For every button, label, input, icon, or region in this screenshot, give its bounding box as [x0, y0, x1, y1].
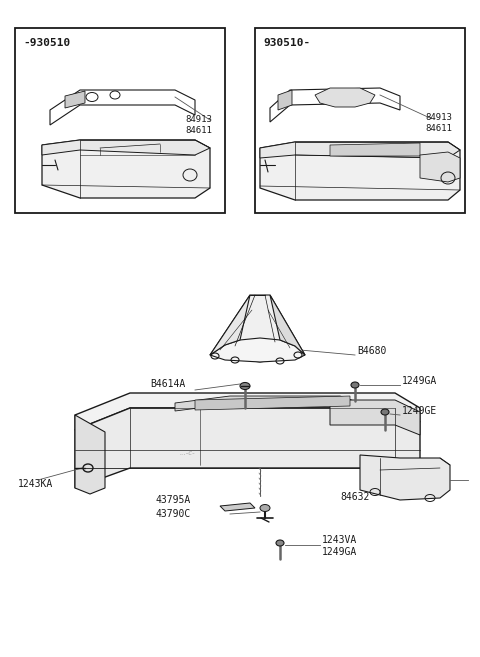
Polygon shape	[75, 393, 420, 430]
Ellipse shape	[240, 382, 250, 390]
Text: 84611: 84611	[185, 126, 212, 135]
Ellipse shape	[351, 382, 359, 388]
Text: 84913: 84913	[425, 113, 452, 122]
Polygon shape	[210, 295, 305, 362]
Polygon shape	[360, 455, 450, 500]
FancyBboxPatch shape	[15, 28, 225, 213]
Polygon shape	[278, 90, 292, 110]
Polygon shape	[210, 338, 305, 362]
Polygon shape	[270, 88, 400, 122]
Text: 84632: 84632	[340, 492, 370, 502]
Polygon shape	[42, 140, 210, 198]
Polygon shape	[50, 90, 195, 125]
Ellipse shape	[276, 540, 284, 546]
Text: 1243VA: 1243VA	[322, 535, 357, 545]
Ellipse shape	[260, 505, 270, 512]
Text: -930510: -930510	[23, 38, 70, 48]
Text: 84611: 84611	[425, 124, 452, 133]
Polygon shape	[42, 140, 210, 155]
Polygon shape	[420, 152, 460, 182]
Text: 1249GA: 1249GA	[322, 547, 357, 557]
Polygon shape	[75, 415, 105, 494]
Text: B4614A: B4614A	[150, 379, 185, 389]
Polygon shape	[260, 142, 460, 200]
Polygon shape	[330, 143, 420, 156]
Polygon shape	[175, 396, 360, 411]
Text: ...-c-: ...-c-	[180, 450, 196, 456]
Text: B4680: B4680	[357, 346, 386, 356]
Polygon shape	[260, 142, 460, 158]
Polygon shape	[315, 88, 375, 107]
Ellipse shape	[381, 409, 389, 415]
Text: 43790C: 43790C	[155, 509, 190, 519]
Polygon shape	[210, 295, 250, 355]
Text: 1243KA: 1243KA	[18, 479, 53, 489]
Text: 1249GE: 1249GE	[402, 406, 437, 416]
Text: 84913: 84913	[185, 115, 212, 124]
Polygon shape	[270, 295, 305, 355]
FancyBboxPatch shape	[255, 28, 465, 213]
Text: 930510-: 930510-	[263, 38, 310, 48]
Polygon shape	[330, 400, 420, 435]
Polygon shape	[75, 408, 420, 488]
Text: 43795A: 43795A	[155, 495, 190, 505]
Text: 1249GA: 1249GA	[402, 376, 437, 386]
Polygon shape	[220, 503, 255, 511]
Polygon shape	[195, 396, 350, 410]
Polygon shape	[65, 91, 85, 108]
